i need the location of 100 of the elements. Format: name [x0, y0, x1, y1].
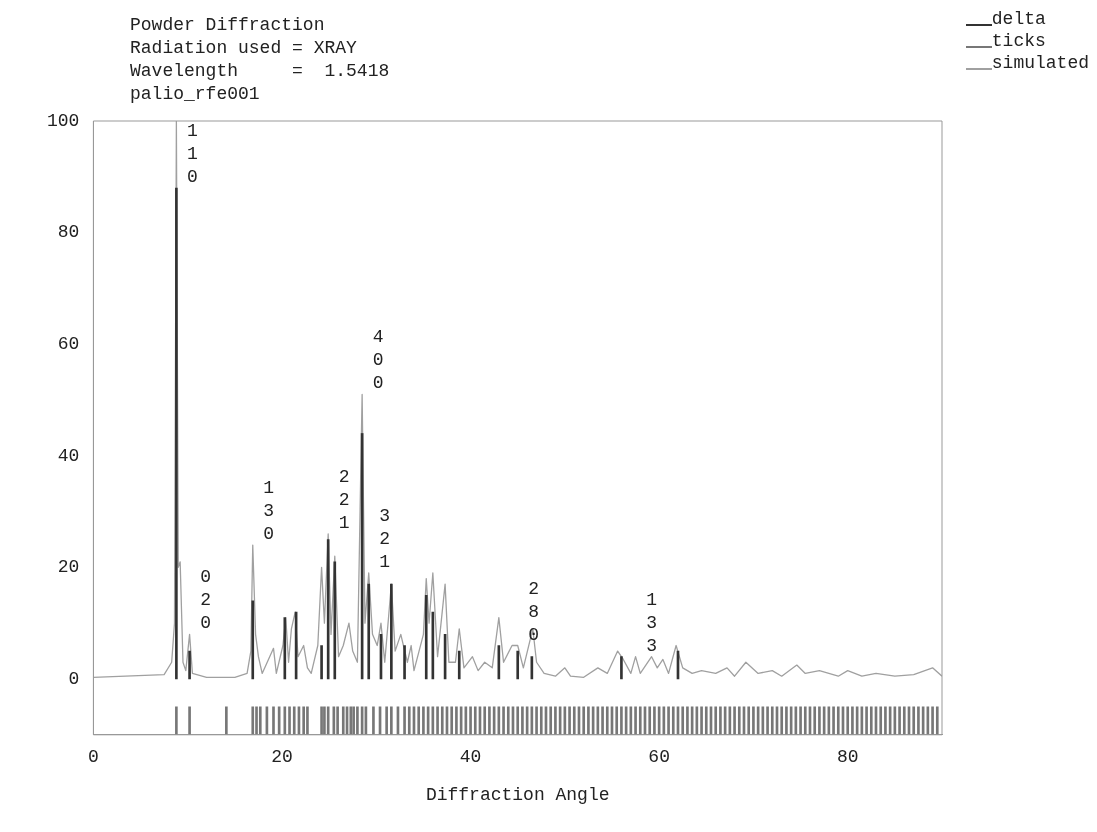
bar — [535, 706, 538, 735]
bar — [931, 706, 934, 735]
bar — [869, 706, 873, 735]
bar — [615, 706, 619, 735]
bar — [747, 706, 751, 735]
bar — [367, 583, 371, 680]
bar — [272, 706, 275, 735]
bar — [780, 706, 784, 735]
bar — [836, 706, 840, 735]
bar — [283, 617, 287, 680]
bar — [770, 706, 774, 735]
bar — [407, 706, 411, 735]
bar — [634, 706, 637, 735]
bar — [292, 706, 296, 735]
bar — [737, 706, 741, 735]
bar — [422, 706, 425, 735]
bar — [521, 706, 524, 735]
bar — [336, 706, 339, 735]
bar — [417, 706, 421, 735]
bar — [582, 706, 586, 735]
bar — [846, 706, 850, 735]
bar — [686, 706, 689, 735]
bar — [549, 706, 553, 735]
bar — [719, 706, 722, 735]
annotation: 130 — [263, 478, 275, 545]
bar — [440, 706, 444, 735]
bar — [473, 706, 477, 735]
text: palio_rfe001 — [130, 83, 261, 106]
bar — [884, 706, 887, 735]
bar — [506, 706, 510, 735]
bar — [251, 600, 255, 680]
bar — [587, 706, 590, 735]
bar — [502, 706, 505, 735]
bar — [403, 645, 406, 680]
bar — [851, 706, 854, 735]
x-tick-label: 20 — [271, 747, 293, 768]
bar — [638, 706, 642, 735]
bar — [704, 706, 708, 735]
bar — [568, 706, 571, 735]
bar — [333, 561, 337, 680]
y-tick-label: 0 — [68, 668, 80, 689]
bar — [902, 706, 906, 735]
annotation: 321 — [379, 505, 391, 572]
bar — [766, 706, 769, 735]
bar — [390, 706, 393, 735]
bar — [390, 583, 393, 680]
bar — [667, 706, 670, 735]
bar — [283, 706, 287, 735]
bar — [306, 706, 309, 735]
y-tick-label: 20 — [57, 557, 80, 578]
legend-label: ticks — [991, 30, 1046, 52]
bar — [813, 706, 817, 735]
bar — [483, 706, 487, 735]
bar — [648, 706, 652, 735]
bar — [601, 706, 604, 735]
bar — [323, 706, 326, 735]
bar — [898, 706, 901, 735]
bar — [302, 706, 305, 735]
bar — [752, 706, 755, 735]
bar — [251, 706, 255, 735]
annotation: 133 — [646, 589, 657, 656]
annotation: 280 — [528, 578, 540, 645]
y-tick-label: 80 — [57, 222, 80, 243]
bar — [681, 706, 685, 735]
x-tick-label: 0 — [88, 747, 99, 768]
bar — [356, 706, 359, 735]
bar — [605, 706, 609, 735]
bar — [865, 706, 868, 735]
x-tick-label: 60 — [648, 747, 670, 768]
bar — [516, 706, 520, 735]
bar — [469, 706, 472, 735]
bar — [917, 706, 920, 735]
bar — [258, 706, 262, 735]
bar — [385, 706, 388, 735]
bar — [539, 706, 543, 735]
bar — [620, 706, 623, 735]
bar — [818, 706, 821, 735]
bar — [175, 706, 178, 735]
y-tick-label: 100 — [47, 110, 80, 131]
bar — [372, 706, 375, 735]
bar — [450, 706, 454, 735]
bar — [225, 706, 228, 735]
bar — [320, 706, 323, 735]
bar — [803, 706, 807, 735]
bar — [455, 706, 458, 735]
bar — [785, 706, 788, 735]
bar — [255, 706, 258, 735]
bar — [424, 594, 428, 680]
bar — [320, 645, 323, 680]
bar — [572, 706, 576, 735]
bar — [714, 706, 718, 735]
chart-title: Powder Diffraction — [130, 14, 326, 37]
y-tick-label: 60 — [57, 333, 80, 354]
bar — [733, 706, 736, 735]
chart-subtitle: Radiation used = XRAY — [130, 37, 358, 60]
bar — [188, 650, 191, 680]
legend-label: delta — [991, 8, 1046, 30]
text: Wavelength = 1.5418 — [130, 60, 390, 83]
annotation: 110 — [186, 120, 198, 187]
annotation: 020 — [200, 567, 211, 634]
